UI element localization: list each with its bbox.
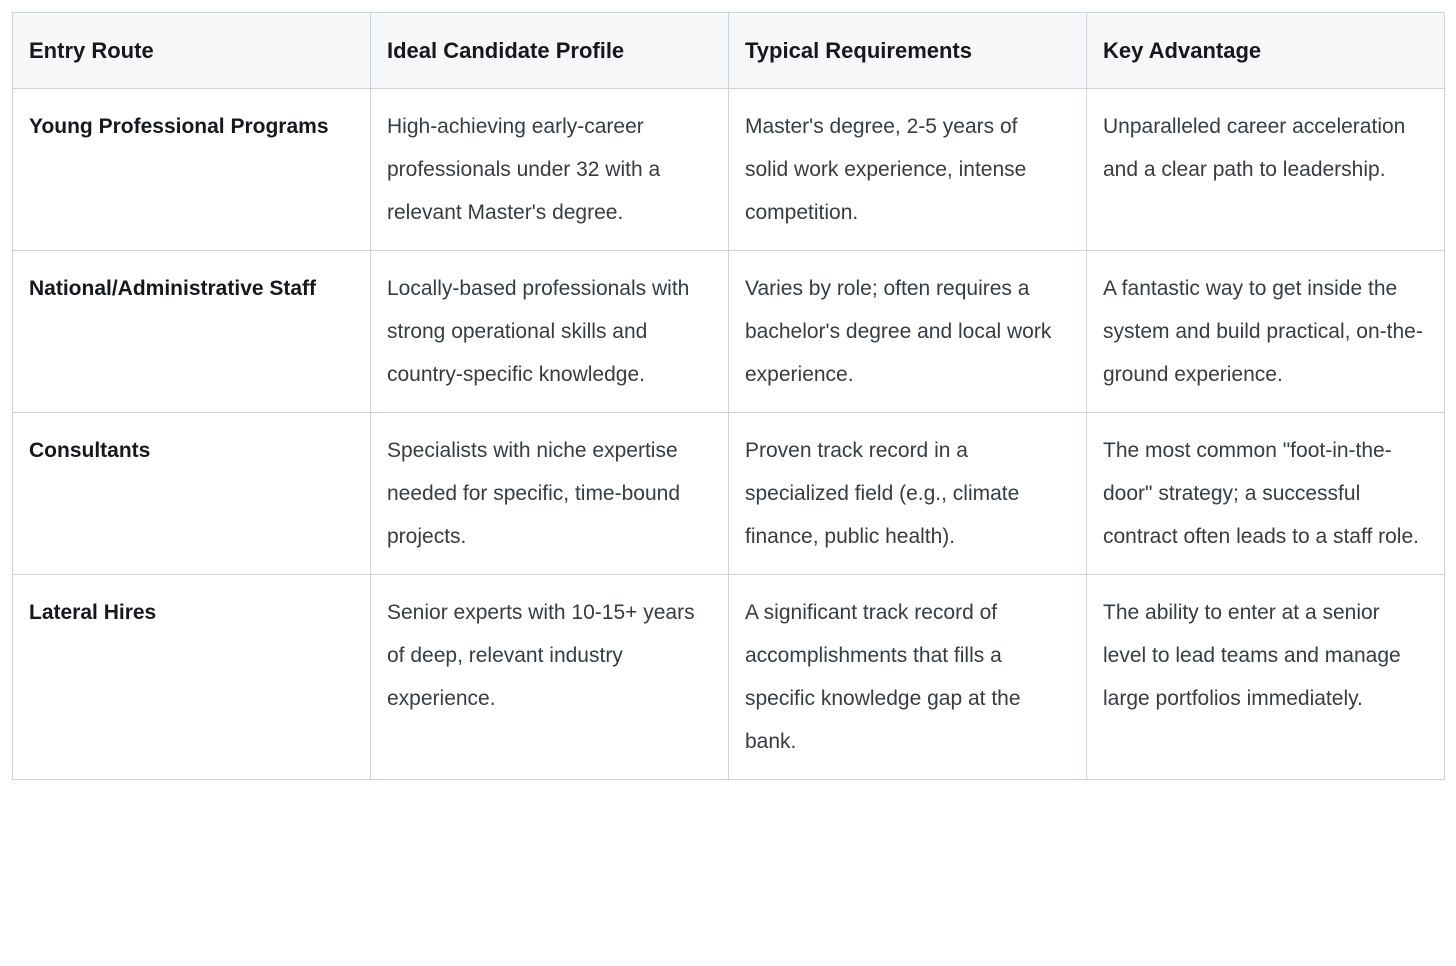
column-header-ideal-candidate-profile: Ideal Candidate Profile <box>370 12 729 89</box>
row-header-cell: Lateral Hires <box>12 574 371 780</box>
table-row-national-administrative-staff: National/Administrative Staff Locally-ba… <box>12 250 1445 413</box>
table-cell: A fantastic way to get inside the system… <box>1086 250 1445 413</box>
table-cell: Unparalleled career acceleration and a c… <box>1086 88 1445 251</box>
table-cell: Master's degree, 2-5 years of solid work… <box>728 88 1087 251</box>
table-cell: High-achieving early-career professional… <box>370 88 729 251</box>
table-cell: Varies by role; often requires a bachelo… <box>728 250 1087 413</box>
row-header-cell: Consultants <box>12 412 371 575</box>
table-row-lateral-hires: Lateral Hires Senior experts with 10-15+… <box>12 574 1445 780</box>
table-row-consultants: Consultants Specialists with niche exper… <box>12 412 1445 575</box>
row-header-cell: Young Professional Programs <box>12 88 371 251</box>
column-header-typical-requirements: Typical Requirements <box>728 12 1087 89</box>
table-cell: Senior experts with 10-15+ years of deep… <box>370 574 729 780</box>
table-cell: The most common "foot-in-the-door" strat… <box>1086 412 1445 575</box>
table-cell: The ability to enter at a senior level t… <box>1086 574 1445 780</box>
column-header-entry-route: Entry Route <box>12 12 371 89</box>
table-cell: Proven track record in a specialized fie… <box>728 412 1087 575</box>
table-header-row: Entry Route Ideal Candidate Profile Typi… <box>12 12 1445 89</box>
row-header-cell: National/Administrative Staff <box>12 250 371 413</box>
column-header-key-advantage: Key Advantage <box>1086 12 1445 89</box>
entry-routes-table: Entry Route Ideal Candidate Profile Typi… <box>12 12 1445 780</box>
table-row-young-professional-programs: Young Professional Programs High-achievi… <box>12 88 1445 251</box>
table-cell: Specialists with niche expertise needed … <box>370 412 729 575</box>
table-cell: A significant track record of accomplish… <box>728 574 1087 780</box>
table-cell: Locally-based professionals with strong … <box>370 250 729 413</box>
